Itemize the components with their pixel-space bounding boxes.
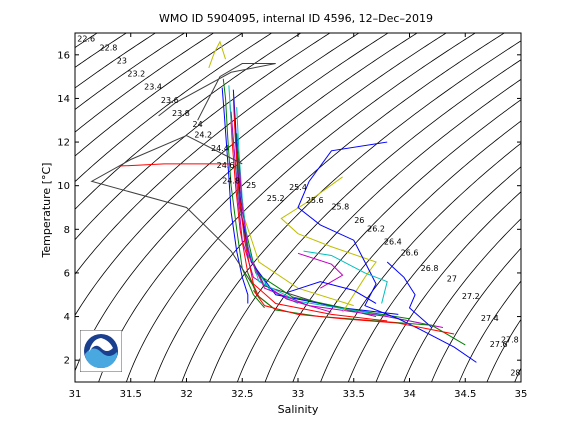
profile-line <box>386 261 433 328</box>
isopycnal-label: 24.6 <box>217 161 235 170</box>
y-tick-label: 14 <box>57 94 70 105</box>
isopycnal-label: 27 <box>447 275 457 284</box>
isopycnal-line <box>98 33 447 382</box>
isopycnal-line <box>75 33 157 89</box>
isopycnal-label: 27.6 <box>490 340 508 349</box>
x-tick-label: 31 <box>69 389 82 400</box>
isopycnal-label: 23.2 <box>127 70 145 79</box>
isopycnal-line <box>236 78 521 382</box>
isopycnal-line <box>320 142 521 382</box>
isopycnal-label: 25.6 <box>306 196 324 205</box>
isopycnal-label: 25.8 <box>331 203 349 212</box>
isopycnal-line <box>375 191 521 382</box>
profile-line <box>303 250 388 304</box>
x-tick-label: 32 <box>180 389 193 400</box>
profile-line <box>297 252 344 289</box>
isopycnal-line <box>347 166 521 382</box>
y-tick-label: 2 <box>64 356 70 367</box>
x-tick-label: 34.5 <box>454 389 476 400</box>
isopycnal-label: 23 <box>117 57 127 66</box>
logo-gull <box>89 338 113 352</box>
y-tick-label: 16 <box>57 50 70 61</box>
isopycnal-label: 24.2 <box>194 131 212 140</box>
isopycnal-label: 27.8 <box>501 336 519 345</box>
y-tick-label: 10 <box>57 181 70 192</box>
y-axis-label: Temperature [°C] <box>40 163 53 259</box>
isopycnal-label: 24.4 <box>211 144 229 153</box>
isopycnal-label: 26.8 <box>421 264 439 273</box>
isopycnal-line <box>486 318 521 382</box>
isopycnal-label: 25.4 <box>289 183 307 192</box>
isopycnal-label: 26 <box>354 216 364 225</box>
profile-line <box>119 163 232 167</box>
isopycnal-label: 25.2 <box>267 194 285 203</box>
profile-line <box>230 111 332 313</box>
isopycnal-label: 27.4 <box>481 314 499 323</box>
isopycnal-line <box>75 33 331 241</box>
x-tick-label: 34 <box>403 389 416 400</box>
isopycnal-label: 22.6 <box>77 35 95 44</box>
isopycnal-line <box>181 40 521 382</box>
y-tick-label: 4 <box>64 312 70 323</box>
profile-line <box>286 281 377 304</box>
isopycnal-line <box>75 33 98 49</box>
y-tick-label: 8 <box>64 225 70 236</box>
isopycnal-label: 23.8 <box>172 109 190 118</box>
profile-line <box>232 98 388 322</box>
isopycnal-label: 28 <box>510 368 520 377</box>
profile-line <box>158 63 276 121</box>
isopycnal-line <box>209 59 521 382</box>
isopycnal-line <box>75 33 418 372</box>
profile-line <box>90 134 254 287</box>
isopycnal-contours <box>75 33 521 382</box>
profile-line <box>222 78 265 309</box>
isopycnal-line <box>431 247 521 382</box>
profile-line <box>238 159 444 328</box>
isopycnal-line <box>292 120 521 382</box>
chart-title: WMO ID 5904095, internal ID 4596, 12–Dec… <box>159 12 433 25</box>
profile-line <box>252 290 455 335</box>
isopycnal-label: 23.6 <box>161 96 179 105</box>
profile-line <box>280 176 377 313</box>
isopycnal-label: 24 <box>193 120 203 129</box>
isopycnal-line <box>75 33 389 317</box>
noaa-logo <box>80 330 122 372</box>
profile-line <box>297 141 477 363</box>
isopycnal-line <box>125 33 476 382</box>
x-tick-label: 32.5 <box>231 389 253 400</box>
isopycnal-label: 22.8 <box>100 43 118 52</box>
isopycnal-line <box>75 33 186 110</box>
isopycnal-label: 26.2 <box>367 224 385 233</box>
profile-line <box>221 87 249 304</box>
x-tick-label: 35 <box>515 389 528 400</box>
x-axis-ticks: 31 31.5 32 32.5 33 33.5 34 34.5 35 <box>69 33 528 400</box>
y-tick-label: 6 <box>64 268 70 279</box>
isopycnal-line <box>403 218 521 382</box>
x-tick-label: 31.5 <box>120 389 142 400</box>
isopycnal-line <box>75 33 127 68</box>
isopycnal-line <box>75 33 244 157</box>
isopycnal-label: 23.4 <box>144 83 162 92</box>
profile-series <box>90 40 477 363</box>
isopycnal-label: 26.4 <box>384 238 402 247</box>
isopycnal-line <box>75 33 215 133</box>
x-axis-label: Salinity <box>278 403 319 416</box>
isopycnal-label: 24.8 <box>222 177 240 186</box>
isopycnal-line <box>458 280 521 382</box>
profile-line <box>208 40 227 69</box>
x-tick-label: 33.5 <box>343 389 365 400</box>
isopycnal-line <box>264 99 521 382</box>
isopycnal-label: 27.2 <box>462 292 480 301</box>
isopycnal-line <box>153 33 506 382</box>
isopycnal-label: 26.6 <box>401 248 419 257</box>
isopycnal-line <box>75 33 273 183</box>
y-tick-label: 12 <box>57 138 70 149</box>
isopycnal-label: 25 <box>246 181 256 190</box>
isopycnal-line <box>75 33 302 210</box>
isopycnal-line <box>75 33 360 275</box>
x-tick-label: 33 <box>292 389 305 400</box>
logo-wave <box>85 348 117 368</box>
